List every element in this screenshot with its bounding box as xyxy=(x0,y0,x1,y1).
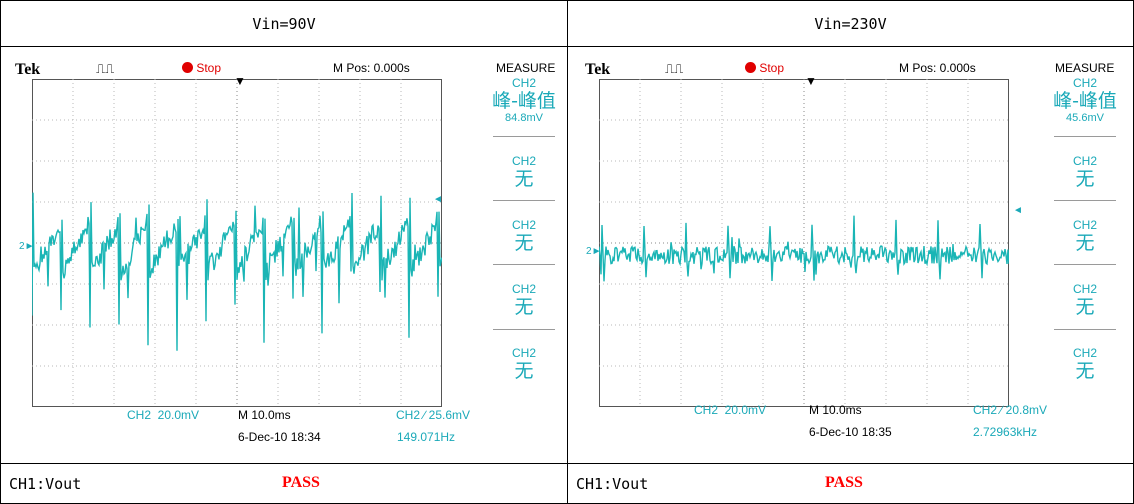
header-vin-90: Vin=90V xyxy=(0,0,568,47)
waveform-graticule xyxy=(599,79,1009,407)
divider xyxy=(493,264,555,265)
channel-ground-marker: 2► xyxy=(19,241,35,252)
ch2-waveform-trace xyxy=(599,215,1009,282)
oscilloscope-screen-right: Tek ⎍⎍ Stop M Pos: 0.000s MEASURE ▼ 2► ◄… xyxy=(573,57,1128,458)
acquire-icon: ⎍⎍ xyxy=(96,61,115,76)
channel-label: CH1:Vout xyxy=(576,475,649,493)
stop-dot-icon xyxy=(745,62,756,73)
measure-slot-3: CH2 无 xyxy=(1072,218,1097,255)
channel-label: CH1:Vout xyxy=(9,475,82,493)
stop-status: Stop xyxy=(182,61,221,75)
divider xyxy=(493,200,555,201)
trigger-level-marker: ◄ xyxy=(1013,205,1023,216)
stop-status: Stop xyxy=(745,61,784,75)
brand-logo: Tek xyxy=(585,61,611,78)
measure-slot-1: CH2 峰-峰值 84.8mV xyxy=(492,76,556,125)
header-vin-230: Vin=230V xyxy=(567,0,1134,47)
frequency-readout: 149.071Hz xyxy=(397,430,456,444)
footer-left: CH1:Vout PASS xyxy=(0,463,568,504)
measure-slot-4: CH2 无 xyxy=(1072,282,1097,319)
measure-slot-4: CH2 无 xyxy=(511,282,536,319)
acquire-icon: ⎍⎍ xyxy=(665,61,684,76)
frequency-readout: 2.72963kHz xyxy=(973,425,1038,439)
pass-result: PASS xyxy=(825,474,863,491)
divider xyxy=(493,329,555,330)
measure-slot-2: CH2 无 xyxy=(1072,154,1097,191)
ch2-waveform-trace xyxy=(32,192,442,351)
trigger-arrow-icon: ▼ xyxy=(234,74,246,88)
date-time: 6-Dec-10 18:34 xyxy=(238,430,321,444)
divider xyxy=(1054,329,1116,330)
trigger-arrow-icon: ▼ xyxy=(805,74,817,88)
measure-title: MEASURE xyxy=(1055,61,1115,75)
time-scale: M 10.0ms xyxy=(809,403,862,417)
divider xyxy=(1054,264,1116,265)
m-pos: M Pos: 0.000s xyxy=(899,61,976,75)
time-scale: M 10.0ms xyxy=(238,408,291,422)
measure-slot-3: CH2 无 xyxy=(511,218,536,255)
measure-slot-5: CH2 无 xyxy=(511,346,536,383)
date-time: 6-Dec-10 18:35 xyxy=(809,425,892,439)
stop-dot-icon xyxy=(182,62,193,73)
divider xyxy=(1054,136,1116,137)
divider xyxy=(1054,200,1116,201)
divider xyxy=(493,136,555,137)
measure-title: MEASURE xyxy=(496,61,556,75)
measure-slot-5: CH2 无 xyxy=(1072,346,1097,383)
measure-slot-2: CH2 无 xyxy=(511,154,536,191)
channel-scale: CH2 20.0mV xyxy=(127,408,200,422)
footer-right: CH1:Vout PASS xyxy=(567,463,1134,504)
m-pos: M Pos: 0.000s xyxy=(333,61,410,75)
waveform-graticule xyxy=(32,79,442,407)
channel-scale: CH2 20.0mV xyxy=(694,403,767,417)
brand-logo: Tek xyxy=(15,61,41,78)
trigger-readout: CH2 ∕ 25.6mV xyxy=(396,408,471,422)
trigger-readout: CH2 ∕ 20.8mV xyxy=(973,403,1048,417)
pass-result: PASS xyxy=(282,474,320,491)
oscilloscope-screen-left: Tek ⎍⎍ Stop M Pos: 0.000s MEASURE ▼ 2► ◄… xyxy=(6,57,562,458)
measure-slot-1: CH2 峰-峰值 45.6mV xyxy=(1053,76,1117,125)
trigger-level-marker: ◄ xyxy=(433,194,443,205)
channel-ground-marker: 2► xyxy=(586,246,602,257)
